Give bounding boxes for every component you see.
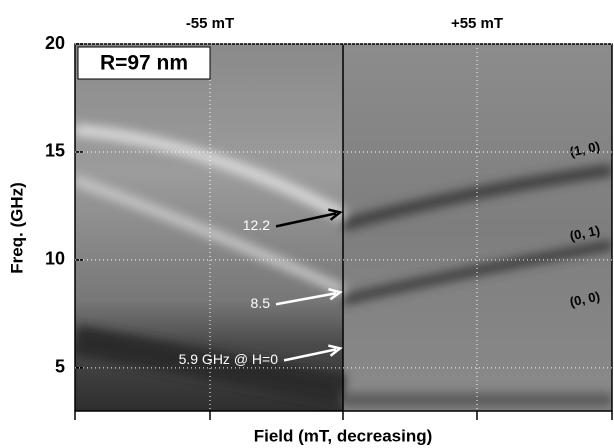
label-box (77, 46, 211, 80)
annotation-text: 12.2 (243, 217, 270, 233)
annotation-text: 5.9 GHz @ H=0 (179, 351, 279, 367)
y-axis-label: Freq. (GHz) (7, 182, 26, 274)
annotation-text: 8.5 (251, 295, 271, 311)
y-tick-label: 15 (45, 141, 65, 161)
mode-label: (0, 1) (568, 222, 601, 243)
annotation-arrow (275, 212, 337, 228)
annotation-arrow (283, 348, 337, 362)
arrow-head (328, 287, 343, 301)
mode-label: (0, 0) (568, 288, 601, 309)
mode-label: (1, 0) (568, 138, 601, 159)
x-axis-label: Field (mT, decreasing) (254, 426, 433, 445)
x-ticks (74, 411, 613, 420)
y-tick-label: 5 (55, 357, 65, 377)
top-label: -55 mT (186, 15, 234, 32)
y-tick-label: 10 (45, 249, 65, 269)
box-label: R=97 nm (100, 52, 188, 75)
arrow-head (328, 208, 343, 221)
top-label: +55 mT (451, 15, 503, 32)
annotation-arrow (275, 292, 337, 306)
y-tick-label: 20 (45, 33, 65, 53)
spectrogram-image (75, 44, 612, 411)
arrow-head (328, 344, 343, 357)
